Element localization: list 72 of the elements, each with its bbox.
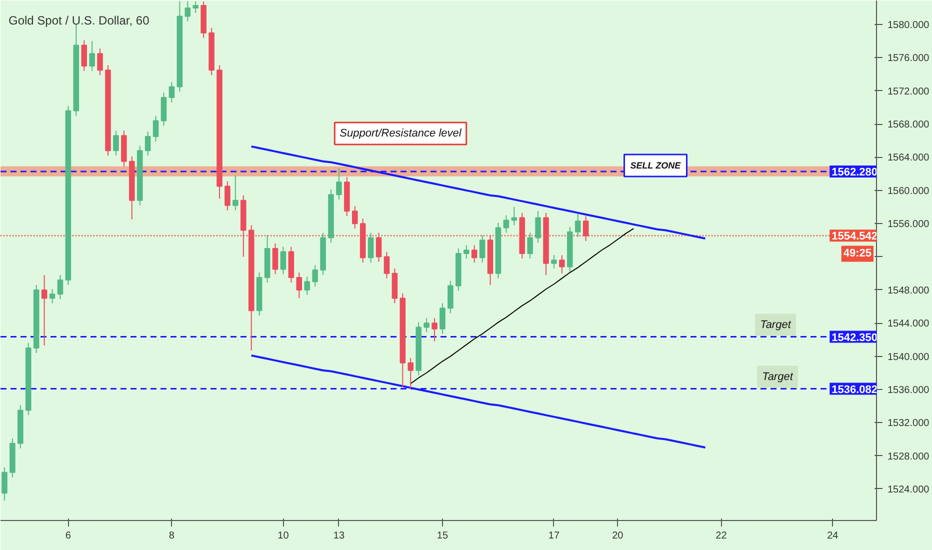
y-tick-label: 1556.000: [888, 219, 930, 230]
candlestick: [49, 288, 56, 304]
candlestick: [184, 0, 191, 22]
candlestick: [463, 244, 470, 259]
candlestick: [168, 81, 175, 104]
annotation: Target: [760, 318, 792, 331]
candlestick: [384, 251, 390, 279]
y-tick-label: 1548.000: [888, 285, 930, 296]
candlestick: [424, 318, 430, 333]
x-tick-label: 22: [716, 530, 728, 542]
y-tick-label: 1564.000: [888, 152, 930, 164]
y-tick-label: 1580.000: [888, 20, 930, 32]
candlestick: [280, 246, 286, 275]
candlestick: [432, 318, 438, 342]
text: Gold Spot / U.S. Dollar, 60: [8, 14, 150, 28]
candlestick: [144, 131, 151, 156]
y-tick-label: 1540.000: [888, 352, 930, 363]
candlestick: [192, 0, 198, 14]
candlestick: [376, 232, 382, 262]
x-tick-label: 24: [827, 530, 839, 542]
x-tick-label: 6: [65, 530, 72, 542]
candlestick: [2, 466, 8, 502]
x-tick-label: 17: [548, 530, 560, 542]
y-tick-label: 1560.000: [888, 186, 930, 197]
candlestick: [304, 276, 310, 296]
candlestick: [535, 210, 541, 244]
candlestick: [336, 168, 342, 200]
candlestick: [559, 254, 565, 274]
line-series: [410, 228, 634, 384]
x-tick-label: 13: [333, 530, 345, 542]
candlestick: [296, 272, 302, 299]
annotation: Support/Resistance level: [340, 128, 462, 140]
candlestick: [81, 40, 88, 72]
candlestick: [89, 40, 95, 72]
candlestick: [97, 48, 103, 76]
candlestick: [113, 130, 119, 156]
candlestick: [352, 206, 358, 230]
candlestick: [582, 216, 589, 242]
y-tick-label: 1532.000: [888, 418, 930, 430]
candlestick: [574, 213, 581, 238]
candlestick: [41, 274, 48, 346]
candlestick: [408, 357, 414, 390]
y-tick-label: 1568.000: [888, 120, 930, 131]
candlestick: [471, 244, 478, 264]
candlestick: [511, 206, 518, 226]
candlestick: [312, 264, 318, 288]
candlestick: [224, 180, 230, 211]
x-tick-label: 15: [436, 530, 448, 542]
x-tick-label: 8: [168, 530, 175, 542]
y-tick-label: 1544.000: [888, 318, 930, 330]
candlestick: [448, 280, 454, 314]
y-tick-label: 1572.000: [888, 86, 930, 98]
candlestick: [272, 243, 278, 275]
candlestick: [57, 274, 64, 300]
y-tick-label: 1528.000: [888, 451, 930, 462]
x-tick-label: 20: [612, 530, 624, 542]
candlestick: [440, 302, 446, 334]
candlestick: [479, 234, 486, 264]
candlestick: [232, 174, 238, 211]
candlestick: [160, 92, 167, 126]
y-tick-label: 1536.000: [888, 384, 930, 396]
y-tick-label: 1524.000: [888, 484, 930, 496]
candlestick: [551, 254, 557, 269]
candlestick: [503, 214, 510, 234]
x-tick-label: 10: [278, 530, 290, 542]
candlestick: [152, 115, 159, 142]
candlestick: [527, 232, 533, 259]
annotation: Target: [762, 370, 794, 383]
y-tick-label: 1576.000: [888, 53, 930, 64]
candlestick: [368, 232, 374, 264]
annotation: SELL ZONE: [630, 160, 682, 170]
annotation: 49:25: [843, 248, 872, 260]
